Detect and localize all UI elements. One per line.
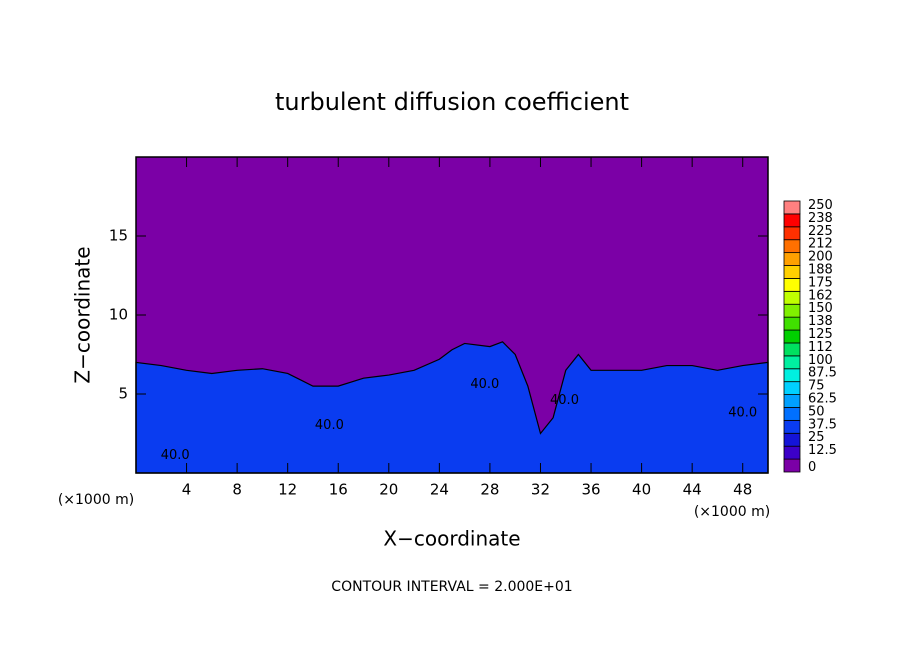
colorbar-box	[783, 329, 801, 344]
colorbar-label: 12.5	[808, 443, 837, 458]
colorbar-label: 200	[808, 250, 833, 265]
x-tick-label: 36	[581, 481, 600, 499]
x-tick-label: 44	[683, 481, 702, 499]
contour-label: 40.0	[728, 405, 757, 420]
colorbar-label: 75	[808, 379, 825, 394]
colorbar-label: 162	[808, 288, 833, 303]
contour-label: 40.0	[470, 377, 499, 392]
colorbar-box	[783, 290, 801, 305]
colorbar-box	[783, 226, 801, 241]
colorbar-box	[783, 458, 801, 473]
x-axis-label: X−coordinate	[383, 527, 520, 551]
colorbar-label: 225	[808, 224, 833, 239]
y-unit: (×1000 m)	[58, 492, 134, 508]
x-tick-label: 48	[733, 481, 752, 499]
colorbar-box	[783, 213, 801, 228]
x-tick-label: 16	[329, 481, 348, 499]
y-tick-label: 10	[109, 306, 128, 324]
colorbar-box	[783, 407, 801, 421]
colorbar-box	[783, 303, 801, 318]
contour-label: 40.0	[550, 393, 579, 408]
colorbar-label: 50	[808, 404, 825, 419]
colorbar-box	[783, 394, 801, 408]
x-tick-label: 8	[232, 481, 242, 499]
x-tick-label: 4	[182, 481, 192, 499]
colorbar-label: 150	[808, 301, 833, 316]
colorbar-label: 62.5	[808, 392, 837, 407]
colorbar-label: 212	[808, 237, 833, 252]
colorbar-label: 100	[808, 353, 833, 368]
x-tick-label: 40	[632, 481, 651, 499]
colorbar-label: 87.5	[808, 366, 837, 381]
colorbar-label: 0	[808, 460, 816, 475]
contour-label: 40.0	[315, 418, 344, 433]
colorbar-box	[783, 316, 801, 331]
x-tick-label: 12	[278, 481, 297, 499]
y-tick-label: 5	[118, 385, 128, 403]
x-tick-label: 20	[379, 481, 398, 499]
colorbar-label: 238	[808, 211, 833, 226]
colorbar-box	[783, 355, 801, 370]
colorbar-label: 138	[808, 314, 833, 329]
colorbar-box	[783, 445, 801, 460]
colorbar-label: 175	[808, 275, 833, 290]
x-tick-label: 28	[480, 481, 499, 499]
footer: CONTOUR INTERVAL = 2.000E+01	[331, 579, 572, 595]
colorbar-box	[783, 239, 801, 254]
contour-label: 40.0	[161, 448, 190, 463]
y-axis-label: Z−coordinate	[71, 246, 95, 383]
turbulent-layer	[135, 341, 769, 474]
colorbar-label: 37.5	[808, 417, 837, 432]
colorbar-box	[783, 278, 801, 292]
colorbar-box	[783, 432, 801, 447]
colorbar-label: 112	[808, 340, 833, 355]
colorbar-box	[783, 381, 801, 395]
x-unit: (×1000 m)	[694, 504, 770, 520]
y-tick-label: 15	[109, 227, 128, 245]
colorbar-box	[783, 419, 801, 434]
x-tick-label: 24	[430, 481, 449, 499]
colorbar-box	[783, 368, 801, 383]
chart-title: turbulent diffusion coefficient	[275, 88, 629, 116]
colorbar-label: 25	[808, 430, 825, 445]
colorbar-label: 188	[808, 262, 833, 277]
colorbar-label: 250	[808, 198, 833, 213]
colorbar-box	[783, 265, 801, 279]
colorbar-box	[783, 342, 801, 357]
colorbar-label: 125	[808, 327, 833, 342]
colorbar-box	[783, 200, 801, 215]
x-tick-label: 32	[531, 481, 550, 499]
colorbar-box	[783, 252, 801, 266]
